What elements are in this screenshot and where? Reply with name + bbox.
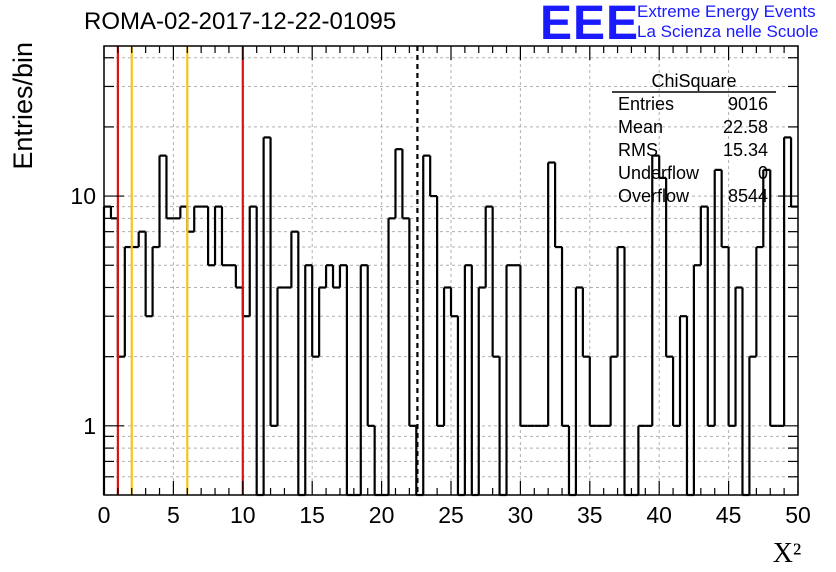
y-tick-label: 1 [83,413,96,439]
x-tick-label: 35 [577,502,603,528]
stats-value: 9016 [728,94,768,114]
stats-label: Underflow [618,163,700,183]
stats-label: Entries [618,94,674,114]
stats-rows: Entries 9016 Mean 22.58 RMS 15.34 Underflow 0 Ov… [618,94,768,206]
x-tick-label: 10 [230,502,256,528]
reference-lines [116,46,419,495]
x-axis-label: X² [773,538,802,569]
axis-ticks [103,46,799,495]
x-tick-label: 40 [646,502,672,528]
axis-labels: 0 5 10 15 20 25 30 35 40 45 50 1 10 X² Entries/bin [8,42,811,569]
stats-label: Overflow [618,186,690,206]
x-tick-label: 30 [508,502,534,528]
y-tick-label: 10 [70,183,96,209]
stats-label: RMS [618,140,658,160]
x-tick-label: 15 [299,502,325,528]
x-tick-label: 50 [785,502,811,528]
logo-text-line2: La Scienza nelle Scuole [637,22,819,41]
x-tick-label: 5 [167,502,180,528]
x-tick-label: 0 [98,502,111,528]
stats-value: 8544 [728,186,768,206]
stats-value: 0 [758,163,768,183]
stats-value: 22.58 [723,117,768,137]
stats-box: ChiSquare Entries 9016 Mean 22.58 RMS 15.34 Un… [612,71,776,206]
stats-label: Mean [618,117,663,137]
logo-text-line1: Extreme Energy Events [637,2,816,21]
x-tick-label: 20 [369,502,395,528]
chart-title: ROMA-02-2017-12-22-01095 [84,8,397,35]
stats-value: 15.34 [723,140,768,160]
eee-logo: EEE [540,0,640,50]
y-axis-label: Entries/bin [8,42,38,170]
x-tick-label: 45 [716,502,742,528]
stats-title: ChiSquare [651,71,736,91]
x-tick-label: 25 [438,502,464,528]
